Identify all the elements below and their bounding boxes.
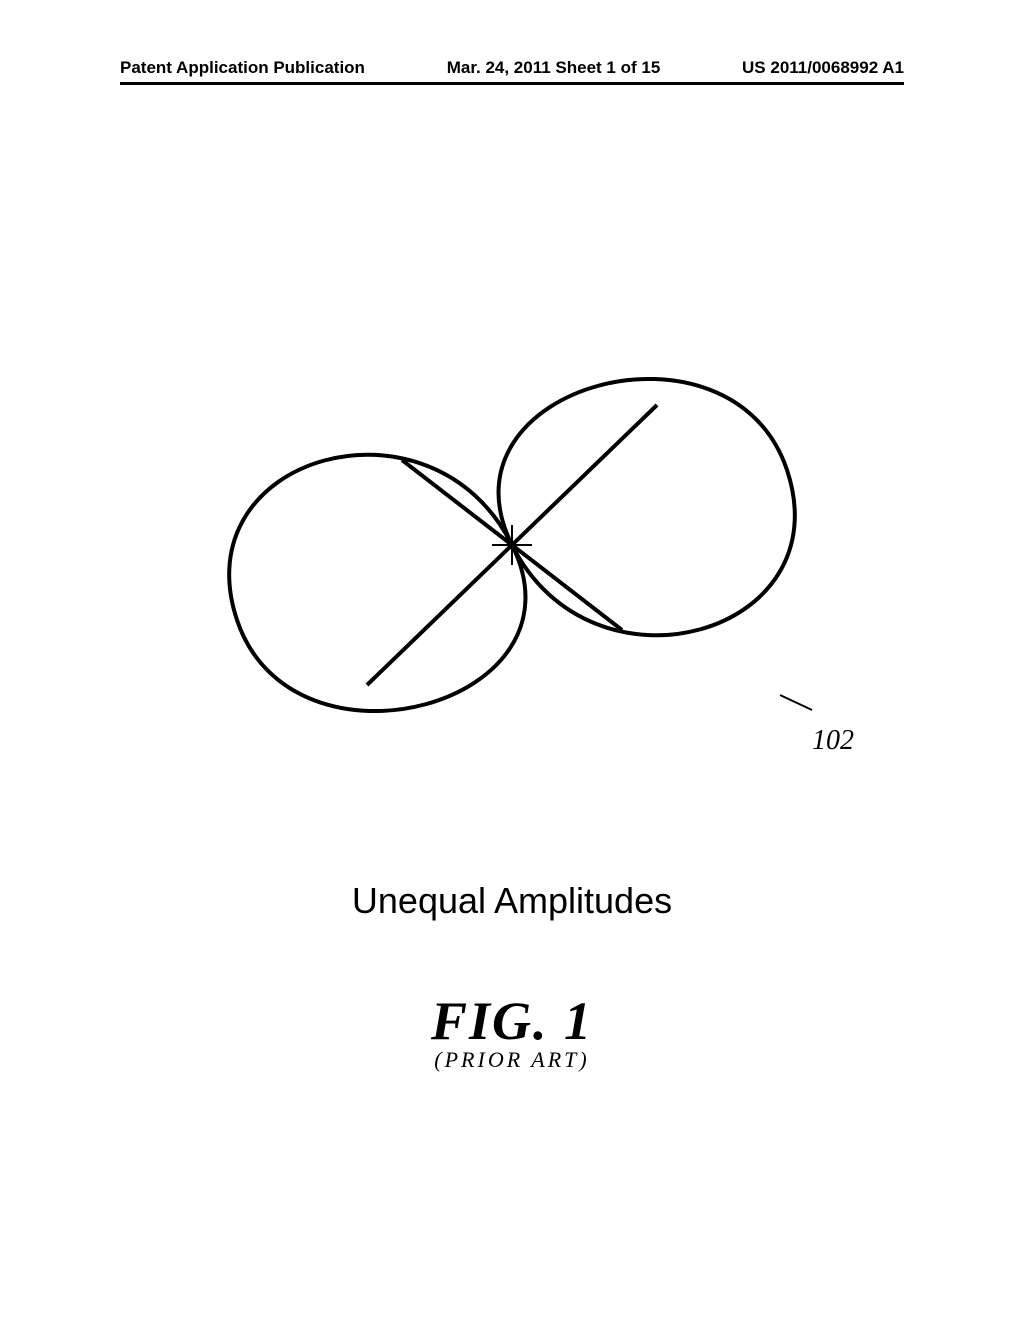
figure-subtitle: (PRIOR ART)	[431, 1047, 593, 1073]
figure-number: FIG. 1	[431, 990, 593, 1052]
page-header: Patent Application Publication Mar. 24, …	[0, 58, 1024, 78]
header-left: Patent Application Publication	[120, 58, 365, 78]
radiation-pattern-svg	[172, 265, 852, 865]
reference-label-102: 102	[812, 725, 854, 757]
header-right: US 2011/0068992 A1	[742, 58, 904, 78]
header-center: Mar. 24, 2011 Sheet 1 of 15	[447, 58, 661, 78]
figure-caption: Unequal Amplitudes	[352, 880, 672, 922]
figure-diagram: 102	[172, 265, 852, 865]
reference-leader-line	[780, 695, 812, 710]
figure-label-block: FIG. 1 (PRIOR ART)	[431, 990, 593, 1073]
header-divider	[120, 82, 904, 85]
